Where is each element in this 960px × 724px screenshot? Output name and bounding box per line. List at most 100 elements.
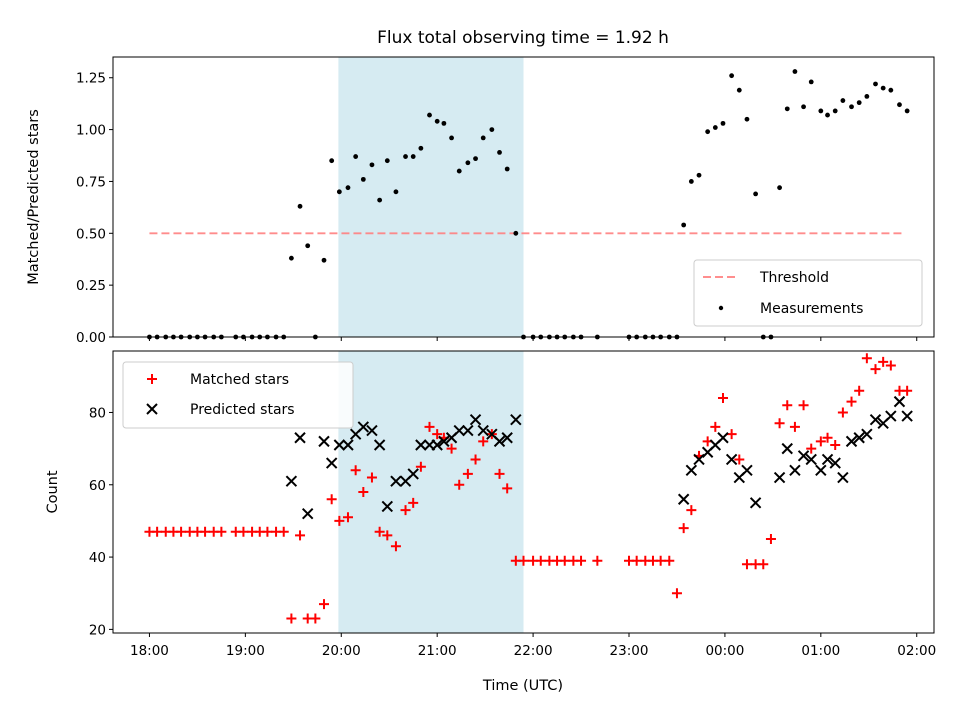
matched-star-point <box>592 555 603 566</box>
matched-star-point <box>798 400 809 411</box>
matched-star-point <box>846 396 857 407</box>
x-tick-label: 02:00 <box>897 643 936 659</box>
legend-measurements-swatch <box>718 305 724 311</box>
matched-star-point <box>830 440 841 450</box>
x-tick-label: 00:00 <box>705 643 744 659</box>
matched-star-point <box>502 483 513 494</box>
predicted-star-point <box>373 439 386 451</box>
matched-star-point <box>478 436 489 447</box>
ratio-legend-box <box>693 259 923 327</box>
predicted-star-point <box>901 410 913 422</box>
ratio-shaded-region <box>338 57 524 337</box>
measurement-point <box>777 185 782 191</box>
predicted-star-point <box>885 410 897 422</box>
count-y-ticks: 20 40 60 80 <box>89 405 113 638</box>
predicted-star-point <box>717 432 729 444</box>
measurement-point <box>849 104 854 110</box>
count-y-tick-label: 20 <box>89 622 106 638</box>
predicted-star-point <box>797 450 810 462</box>
predicted-star-point <box>453 424 465 437</box>
matched-star-point <box>559 555 570 566</box>
matched-star-point <box>861 353 872 364</box>
matched-star-point <box>806 443 817 454</box>
matched-star-point <box>726 429 737 440</box>
measurement-point <box>880 85 886 91</box>
matched-star-point <box>238 526 249 537</box>
matched-star-point <box>454 479 465 490</box>
measurement-point <box>403 154 408 159</box>
predicted-star-point <box>390 475 402 487</box>
matched-star-point <box>262 526 273 537</box>
predicted-star-point <box>294 432 306 444</box>
ratio-panel: 0.00 0.25 0.50 0.75 1.00 1.25 Matched/Predict… <box>26 56 935 346</box>
ratio-y-tick-label: 1.00 <box>76 123 106 139</box>
x-tick-label: 19:00 <box>226 643 265 659</box>
matched-star-point <box>902 385 913 396</box>
measurement-point <box>360 176 366 182</box>
measurement-point <box>353 154 359 159</box>
matched-star-point <box>782 400 793 411</box>
measurement-point <box>410 154 416 159</box>
matched-star-point <box>671 588 682 599</box>
predicted-star-point <box>501 432 513 444</box>
matched-star-point <box>326 494 337 505</box>
measurement-point <box>384 158 390 164</box>
measurement-point <box>873 81 878 87</box>
measurement-point <box>681 222 687 228</box>
predicted-star-point <box>477 424 489 437</box>
measurement-point <box>864 94 870 99</box>
matched-star-point <box>717 393 728 403</box>
x-axis-label: Time (UTC) <box>482 678 563 694</box>
predicted-star-point <box>510 413 522 426</box>
matched-star-points <box>144 353 913 624</box>
predicted-star-point <box>821 453 834 466</box>
measurement-point <box>753 191 759 197</box>
count-legend-box <box>122 361 354 429</box>
measurement-point <box>784 106 790 112</box>
measurement-point <box>720 120 726 126</box>
measurement-point <box>696 172 702 178</box>
matched-star-point <box>741 559 752 570</box>
matched-star-point <box>415 461 426 472</box>
matched-star-point <box>400 505 411 516</box>
measurement-point <box>434 118 440 124</box>
predicted-star-point <box>677 493 690 505</box>
matched-star-point <box>631 555 642 566</box>
measurement-point <box>465 160 471 166</box>
legend-predicted-swatch <box>146 403 158 415</box>
matched-star-point <box>518 555 529 566</box>
legend-predicted-marker <box>146 403 158 415</box>
predicted-star-point <box>815 464 827 477</box>
measurement-point <box>904 108 910 114</box>
predicted-star-point <box>469 413 482 426</box>
predicted-star-point <box>333 439 346 451</box>
predicted-star-point <box>861 428 873 440</box>
count-panel: 20 40 60 80 18:00 19:00 20:00 21:00 22:00 23:00 0… <box>45 350 936 694</box>
predicted-star-point <box>805 453 817 466</box>
legend-matched-swatch <box>147 374 157 384</box>
matched-star-point <box>334 515 345 526</box>
matched-star-point <box>462 468 473 479</box>
matched-star-point <box>216 526 227 537</box>
ratio-y-tick-label: 1.25 <box>76 71 106 87</box>
measurement-point <box>688 179 694 184</box>
matched-star-point <box>678 523 689 534</box>
predicted-star-point <box>381 500 394 513</box>
x-tick-label: 23:00 <box>610 643 649 659</box>
measurement-point <box>808 79 814 85</box>
legend-matched-marker <box>147 374 157 384</box>
predicted-star-point <box>781 442 793 455</box>
measurement-point <box>305 243 311 249</box>
x-tick-label: 21:00 <box>418 643 457 659</box>
predicted-star-point <box>366 424 378 437</box>
count-legend: Matched stars Predicted stars <box>122 361 354 429</box>
predicted-star-points <box>285 395 913 520</box>
matched-star-point <box>885 360 896 371</box>
measurement-point <box>856 100 862 106</box>
measurement-point <box>801 104 806 110</box>
ratio-y-tick-label: 0.00 <box>76 330 106 346</box>
count-y-axis-label: Count <box>45 470 61 513</box>
matched-star-point <box>765 534 776 544</box>
matched-star-point <box>710 421 721 432</box>
